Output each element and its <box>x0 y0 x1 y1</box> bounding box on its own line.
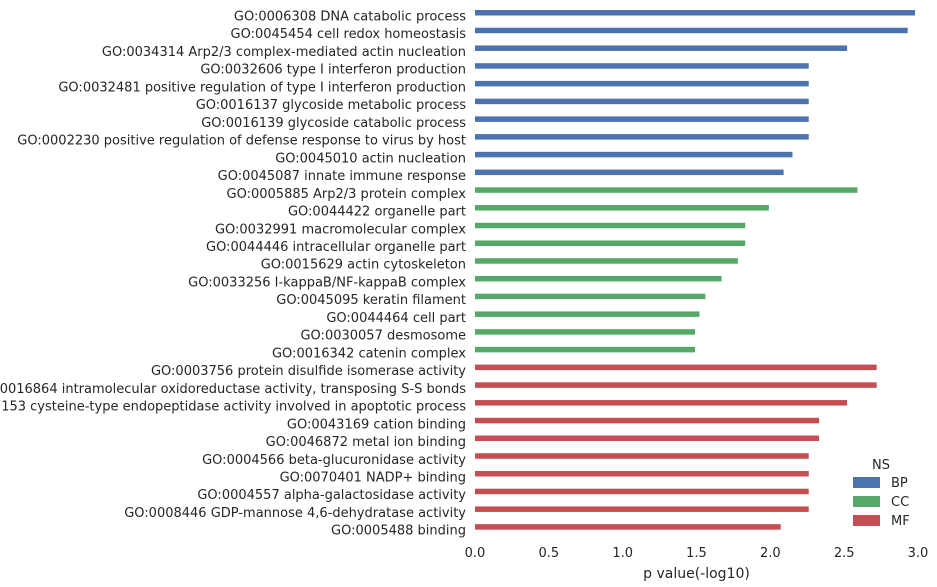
bar-16 <box>475 275 722 282</box>
bar-11 <box>475 187 858 193</box>
bar-22 <box>475 382 877 388</box>
bar-24 <box>475 417 820 424</box>
category-label-5: GO:0032481 positive regulation of type I… <box>58 80 466 95</box>
bar-28 <box>475 488 809 495</box>
bar-1 <box>475 10 916 16</box>
category-label-11: GO:0005885 Arp2/3 protein complex <box>227 187 467 202</box>
category-label-6: GO:0016137 glycoside metabolic process <box>196 98 467 113</box>
legend-title: NS <box>872 458 890 473</box>
bar-12 <box>475 205 769 211</box>
category-label-29: GO:0008446 GDP-mannose 4,6-dehydratase a… <box>124 506 466 521</box>
category-label-25: GO:0046872 metal ion binding <box>266 435 466 450</box>
x-axis-label: p value(-log10) <box>643 566 750 582</box>
category-label-22: GO:0016864 intramolecular oxidoreductase… <box>0 382 466 397</box>
category-label-12: GO:0044422 organelle part <box>288 205 466 220</box>
x-tick-label-5: 2.0 <box>760 546 781 561</box>
x-tick-label-6: 2.5 <box>834 546 855 561</box>
category-label-19: GO:0030057 desmosome <box>300 329 466 344</box>
bar-14 <box>475 240 746 246</box>
category-label-20: GO:0016342 catenin complex <box>272 346 466 361</box>
legend-swatch-mf <box>853 515 880 526</box>
legend-label-mf: MF <box>891 514 910 529</box>
bar-29 <box>475 506 809 512</box>
x-tick-label-group: 0.0 0.5 1.0 1.5 2.0 2.5 3.0 <box>465 546 929 561</box>
category-label-10: GO:0045087 innate immune response <box>218 169 466 184</box>
category-label-1: GO:0006308 DNA catabolic process <box>234 10 466 25</box>
category-label-16: GO:0033256 I-kappaB/NF-kappaB complex <box>188 275 466 290</box>
category-label-21: GO:0003756 protein disulfide isomerase a… <box>151 364 466 379</box>
x-tick-label-2: 0.5 <box>538 546 559 561</box>
bar-4 <box>475 63 809 69</box>
category-label-2: GO:0045454 cell redox homeostasis <box>231 27 467 42</box>
bar-25 <box>475 435 820 442</box>
category-label-group: GO:0006308 DNA catabolic process GO:00454… <box>0 10 466 539</box>
bar-6 <box>475 98 809 105</box>
category-label-23: GO:0097153 cysteine-type endopeptidase a… <box>0 400 466 415</box>
bar-30 <box>475 524 781 530</box>
category-label-13: GO:0032991 macromolecular complex <box>215 222 466 237</box>
bar-17 <box>475 293 706 300</box>
x-tick-label-7: 3.0 <box>908 546 929 561</box>
category-label-28: GO:0004557 alpha-galactosidase activity <box>197 488 466 503</box>
x-tick-label-3: 1.0 <box>612 546 633 561</box>
bar-10 <box>475 169 784 176</box>
legend-label-cc: CC <box>891 495 909 510</box>
category-label-17: GO:0045095 keratin filament <box>276 293 466 308</box>
category-label-15: GO:0015629 actin cytoskeleton <box>261 258 466 273</box>
legend-entries: BP CC MF <box>853 476 910 529</box>
category-label-30: GO:0005488 binding <box>331 524 466 539</box>
bar-15 <box>475 258 738 264</box>
bar-7 <box>475 116 809 122</box>
category-label-14: GO:0044446 intracellular organelle part <box>206 240 466 255</box>
bar-3 <box>475 45 848 51</box>
bar-27 <box>475 470 809 477</box>
bar-2 <box>475 27 908 34</box>
category-label-7: GO:0016139 glycoside catabolic process <box>201 116 466 131</box>
bar-20 <box>475 346 696 353</box>
bar-21 <box>475 364 877 371</box>
legend-swatch-bp <box>853 477 880 488</box>
bar-8 <box>475 134 809 140</box>
bar-23 <box>475 400 848 406</box>
category-label-4: GO:0032606 type I interferon production <box>200 63 466 78</box>
bar-18 <box>475 311 700 317</box>
category-label-27: GO:0070401 NADP+ binding <box>280 470 466 485</box>
category-label-18: GO:0044464 cell part <box>326 311 466 326</box>
legend: NS BP CC MF <box>853 458 910 529</box>
category-label-26: GO:0004566 beta-glucuronidase activity <box>202 453 466 468</box>
bar-9 <box>475 151 793 158</box>
x-tick-label-4: 1.5 <box>686 546 707 561</box>
bar-group <box>475 10 916 530</box>
legend-swatch-cc <box>853 496 880 507</box>
legend-label-bp: BP <box>891 476 908 491</box>
bar-13 <box>475 222 746 229</box>
bar-19 <box>475 329 696 335</box>
x-tick-label-1: 0.0 <box>465 546 486 561</box>
category-label-3: GO:0034314 Arp2/3 complex-mediated actin… <box>102 45 466 60</box>
category-label-9: GO:0045010 actin nucleation <box>275 151 466 166</box>
category-label-24: GO:0043169 cation binding <box>287 417 466 432</box>
bar-5 <box>475 80 809 87</box>
category-label-8: GO:0002230 positive regulation of defens… <box>17 134 466 149</box>
bar-26 <box>475 453 809 459</box>
